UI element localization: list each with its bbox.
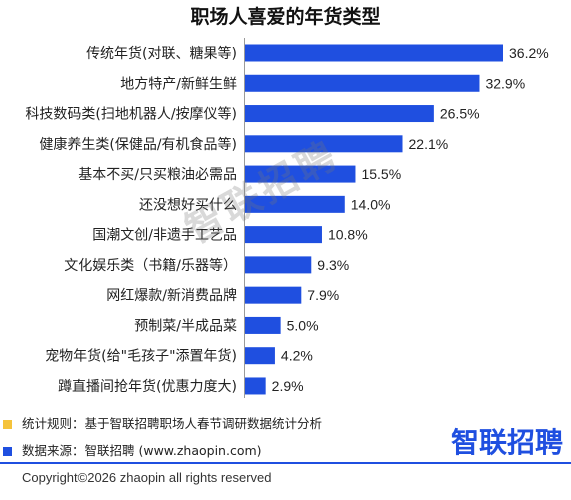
value-number: 22.1 <box>409 136 436 152</box>
value-unit: % <box>355 227 367 243</box>
rule-marker-square <box>3 420 12 429</box>
bar <box>245 74 480 92</box>
value-number: 26.5 <box>440 106 467 122</box>
category-label: 国潮文创/非遗手工艺品 <box>92 228 237 244</box>
category-label: 基本不买/只买粮油必需品 <box>78 166 237 183</box>
value-label: 5.0% <box>287 317 319 333</box>
value-unit: % <box>467 106 479 122</box>
bar <box>245 316 281 334</box>
bar <box>245 105 434 123</box>
value-number: 10.8 <box>328 227 355 243</box>
value-unit: % <box>306 317 318 333</box>
value-number: 4.2 <box>281 348 301 364</box>
bar-row: 宠物年货(给"毛孩子"添置年货) 4.2% <box>45 347 313 365</box>
bar-row: 蹲直播间抢年货(优惠力度大) 2.9% <box>58 377 304 395</box>
value-unit: % <box>337 257 349 273</box>
bar <box>245 135 403 153</box>
value-unit: % <box>300 348 312 364</box>
bar <box>245 256 312 274</box>
footer-divider <box>0 462 571 464</box>
value-label: 4.2% <box>281 348 313 364</box>
bar-chart: 传统年货(对联、糖果等) 36.2%地方特产/新鲜生鲜 32.9%科技数码类(扫地机… <box>25 38 549 398</box>
bar <box>245 347 275 365</box>
category-label: 预制菜/半成品菜 <box>134 318 237 334</box>
value-number: 5.0 <box>287 317 307 333</box>
category-label: 文化娱乐类（书籍/乐器等） <box>64 257 237 274</box>
bar-row: 健康养生类(保健品/有机食品等) 22.1% <box>39 135 448 153</box>
value-number: 15.5 <box>361 166 388 182</box>
value-label: 26.5% <box>440 106 480 122</box>
bar-row: 网红爆款/新消费品牌 7.9% <box>106 286 339 304</box>
bar-row: 基本不买/只买粮油必需品 15.5% <box>78 165 401 183</box>
value-number: 9.3 <box>317 257 337 273</box>
category-label: 地方特产/新鲜生鲜 <box>120 76 237 92</box>
value-unit: % <box>327 287 339 303</box>
bar <box>245 165 356 183</box>
value-label: 14.0% <box>351 196 391 212</box>
zhaopin-logo: 智联招聘 <box>451 426 564 459</box>
value-label: 10.8% <box>328 227 368 243</box>
bar-row: 预制菜/半成品菜 5.0% <box>134 316 319 334</box>
category-label: 网红爆款/新消费品牌 <box>106 287 237 304</box>
bar <box>245 226 322 244</box>
value-label: 9.3% <box>317 257 349 273</box>
value-number: 7.9 <box>307 287 327 303</box>
category-label: 传统年货(对联、糖果等) <box>86 45 237 62</box>
source-marker-square <box>3 447 12 456</box>
bar-row: 地方特产/新鲜生鲜 32.9% <box>120 74 525 92</box>
value-number: 14.0 <box>351 196 378 212</box>
bar <box>245 377 266 395</box>
value-number: 32.9 <box>485 75 512 91</box>
category-label: 健康养生类(保健品/有机食品等) <box>39 136 237 153</box>
bar-row: 还没想好买什么 14.0% <box>139 195 391 213</box>
category-label: 还没想好买什么 <box>139 197 237 213</box>
chart-title: 职场人喜爱的年货类型 <box>190 6 381 28</box>
bar-row: 传统年货(对联、糖果等) 36.2% <box>86 44 549 62</box>
value-unit: % <box>378 196 390 212</box>
value-unit: % <box>436 136 448 152</box>
value-label: 2.9% <box>272 378 304 394</box>
category-label: 蹲直播间抢年货(优惠力度大) <box>58 378 237 395</box>
value-unit: % <box>389 166 401 182</box>
copyright-text: Copyright©2026 zhaopin all rights reserv… <box>22 470 272 485</box>
bar-row: 国潮文创/非遗手工艺品 10.8% <box>92 226 368 244</box>
value-label: 32.9% <box>485 75 525 91</box>
value-label: 7.9% <box>307 287 339 303</box>
bar-row: 科技数码类(扫地机器人/按摩仪等) 26.5% <box>25 105 480 123</box>
bar-row: 文化娱乐类（书籍/乐器等） 9.3% <box>64 256 349 274</box>
value-number: 2.9 <box>272 378 292 394</box>
statistics-rule-text: 统计规则：基于智联招聘职场人春节调研数据统计分析 <box>22 416 323 431</box>
category-label: 科技数码类(扫地机器人/按摩仪等) <box>25 106 237 123</box>
bar <box>245 44 503 62</box>
value-number: 36.2 <box>509 45 536 61</box>
bar <box>245 195 345 213</box>
value-unit: % <box>291 378 303 394</box>
category-label: 宠物年货(给"毛孩子"添置年货) <box>45 348 237 365</box>
data-source-text: 数据来源：智联招聘 (www.zhaopin.com) <box>22 443 262 458</box>
value-label: 36.2% <box>509 45 549 61</box>
value-label: 22.1% <box>409 136 449 152</box>
value-label: 15.5% <box>361 166 401 182</box>
value-unit: % <box>513 75 525 91</box>
bar-group: 传统年货(对联、糖果等) 36.2%地方特产/新鲜生鲜 32.9%科技数码类(扫地机… <box>25 44 549 395</box>
value-unit: % <box>536 45 548 61</box>
bar <box>245 286 302 304</box>
